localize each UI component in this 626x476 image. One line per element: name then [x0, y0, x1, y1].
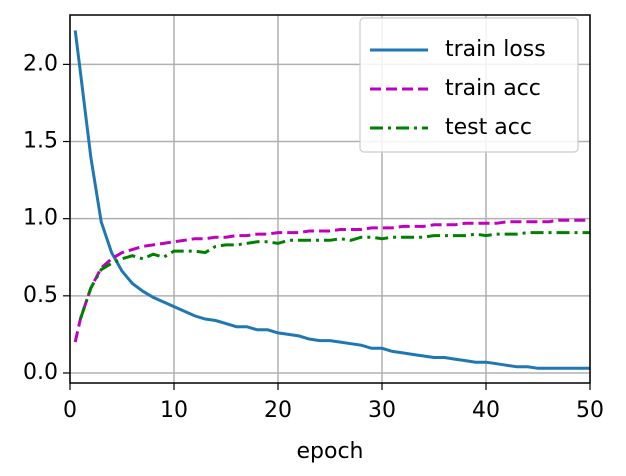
x-tick-label: 50	[576, 398, 604, 423]
legend-label: train acc	[445, 76, 541, 101]
x-tick-label: 30	[368, 398, 396, 423]
y-tick-label: 0.5	[23, 283, 58, 308]
y-tick-label: 1.5	[23, 129, 58, 154]
legend-label: test acc	[445, 115, 532, 140]
x-tick-label: 40	[472, 398, 500, 423]
line-series	[78, 231, 590, 320]
x-tick-label: 0	[63, 398, 77, 423]
y-tick-label: 2.0	[23, 51, 58, 76]
x-axis-label: epoch	[297, 439, 364, 464]
y-tick-label: 1.0	[23, 206, 58, 231]
y-tick-label: 0.0	[23, 360, 58, 385]
line-series	[73, 30, 590, 370]
x-tick-label: 10	[160, 398, 188, 423]
x-tick-label: 20	[264, 398, 292, 423]
line-series	[73, 218, 590, 343]
legend-label: train loss	[445, 37, 546, 62]
axes-frame	[69, 14, 591, 384]
